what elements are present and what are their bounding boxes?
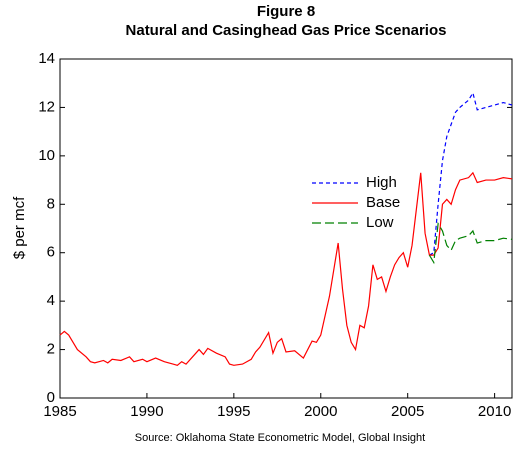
y-tick-label: 14 <box>38 50 55 67</box>
y-axis-label: $ per mcf <box>11 196 28 259</box>
x-tick-label: 2005 <box>391 403 424 420</box>
y-tick-label: 0 <box>47 389 55 406</box>
y-tick-label: 12 <box>38 98 55 115</box>
y-tick-label: 4 <box>47 292 55 309</box>
y-tick-label: 6 <box>47 244 55 261</box>
x-tick-label: 2010 <box>478 403 511 420</box>
source-note: Source: Oklahoma State Econometric Model… <box>135 432 425 444</box>
plot-frame <box>59 58 513 399</box>
x-tick-label: 2000 <box>304 403 337 420</box>
chart-subtitle: Natural and Casinghead Gas Price Scenari… <box>126 22 447 39</box>
series-line <box>429 91 513 256</box>
x-tick-label: 1995 <box>217 403 250 420</box>
chart-title: Figure 8 <box>257 3 315 20</box>
series-line <box>59 171 513 366</box>
y-tick-label: 10 <box>38 147 55 164</box>
x-tick-label: 1990 <box>130 403 163 420</box>
y-tick-label: 2 <box>47 341 55 358</box>
legend-label: Low <box>366 214 394 231</box>
series-line <box>428 221 513 265</box>
legend-label: Base <box>366 194 400 211</box>
x-tick-label: 1985 <box>43 403 76 420</box>
legend-label: High <box>366 174 397 191</box>
y-tick-label: 8 <box>47 195 55 212</box>
